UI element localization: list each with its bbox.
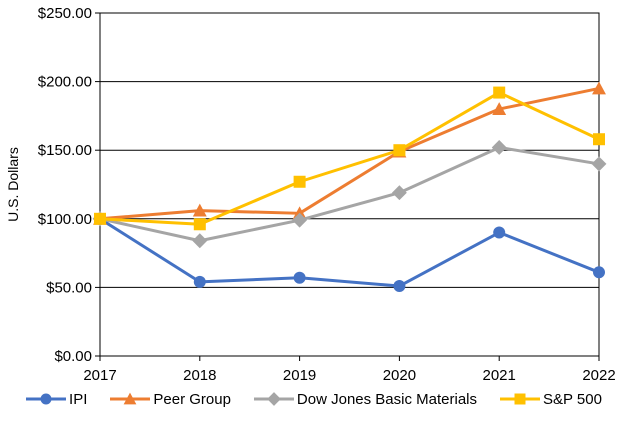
legend-label-ipi: IPI [69,390,88,408]
y-axis-tick-label: $200.00 [38,74,92,91]
y-axis-title: U.S. Dollars [5,147,21,222]
data-point-s-p-500-2017 [94,212,106,225]
legend-marker-glyph [514,393,526,405]
legend-item-s-p-500: S&P 500 [499,391,602,407]
legend-marker-glyph [267,392,281,406]
x-axis-tick-label: 2018 [183,367,216,384]
series-line-s-p-500 [98,91,601,226]
plot-area-border [99,12,600,357]
legend-label-s-p-500: S&P 500 [543,390,602,408]
data-point-peer-group-2022 [592,81,606,95]
data-point-ipi-2021 [493,226,506,239]
legend-label-peer-group: Peer Group [153,390,231,408]
data-point-dow-jones-basic-materials-2021 [491,140,507,155]
data-point-s-p-500-2021 [493,86,506,99]
data-point-dow-jones-basic-materials-2022 [591,156,607,172]
data-point-dow-jones-basic-materials-2018 [192,233,208,249]
x-axis-tick-label: 2019 [283,367,316,384]
series-line-peer-group [98,86,601,221]
data-point-ipi-2019 [293,271,306,284]
y-axis-tick-label: $250.00 [38,5,92,22]
legend-triangle-marker-icon [110,392,151,405]
data-point-ipi-2018 [193,275,206,288]
legend-circle-marker-icon [26,393,67,405]
x-axis-tick-label: 2022 [582,367,615,384]
data-point-s-p-500-2019 [293,175,306,188]
legend-item-peer-group: Peer Group [109,391,231,407]
legend-item-dow-jones-basic-materials: Dow Jones Basic Materials [253,391,477,407]
legend-item-ipi: IPI [25,391,87,407]
series-line-dow-jones-basic-materials [98,145,601,243]
data-point-dow-jones-basic-materials-2019 [292,212,308,228]
x-axis-tick-label: 2021 [483,367,516,384]
y-axis-tick-label: $100.00 [38,211,92,228]
data-point-peer-group-2018 [192,203,207,217]
y-axis-tick-label: $150.00 [38,142,92,159]
data-point-s-p-500-2020 [393,144,406,157]
data-point-s-p-500-2022 [593,133,605,146]
data-point-ipi-2022 [593,266,605,279]
legend-square-marker-icon [500,393,540,405]
data-point-ipi-2020 [393,280,406,293]
data-point-dow-jones-basic-materials-2020 [391,185,407,201]
legend-label-dow-jones-basic-materials: Dow Jones Basic Materials [296,390,477,408]
data-point-s-p-500-2018 [193,218,206,231]
legend-diamond-marker-icon [253,392,294,406]
legend-marker-glyph [40,393,52,405]
y-axis-tick-label: $50.00 [46,279,92,296]
x-axis-tick-label: 2020 [383,367,416,384]
x-axis-tick-label: 2017 [83,367,116,384]
data-point-peer-group-2021 [492,102,507,115]
legend: IPI Peer Group Dow Jones Basic Materials S&… [0,387,627,411]
legend-marker-glyph [123,392,137,405]
y-axis-tick-label: $0.00 [54,348,92,365]
series-line-ipi [98,217,601,288]
